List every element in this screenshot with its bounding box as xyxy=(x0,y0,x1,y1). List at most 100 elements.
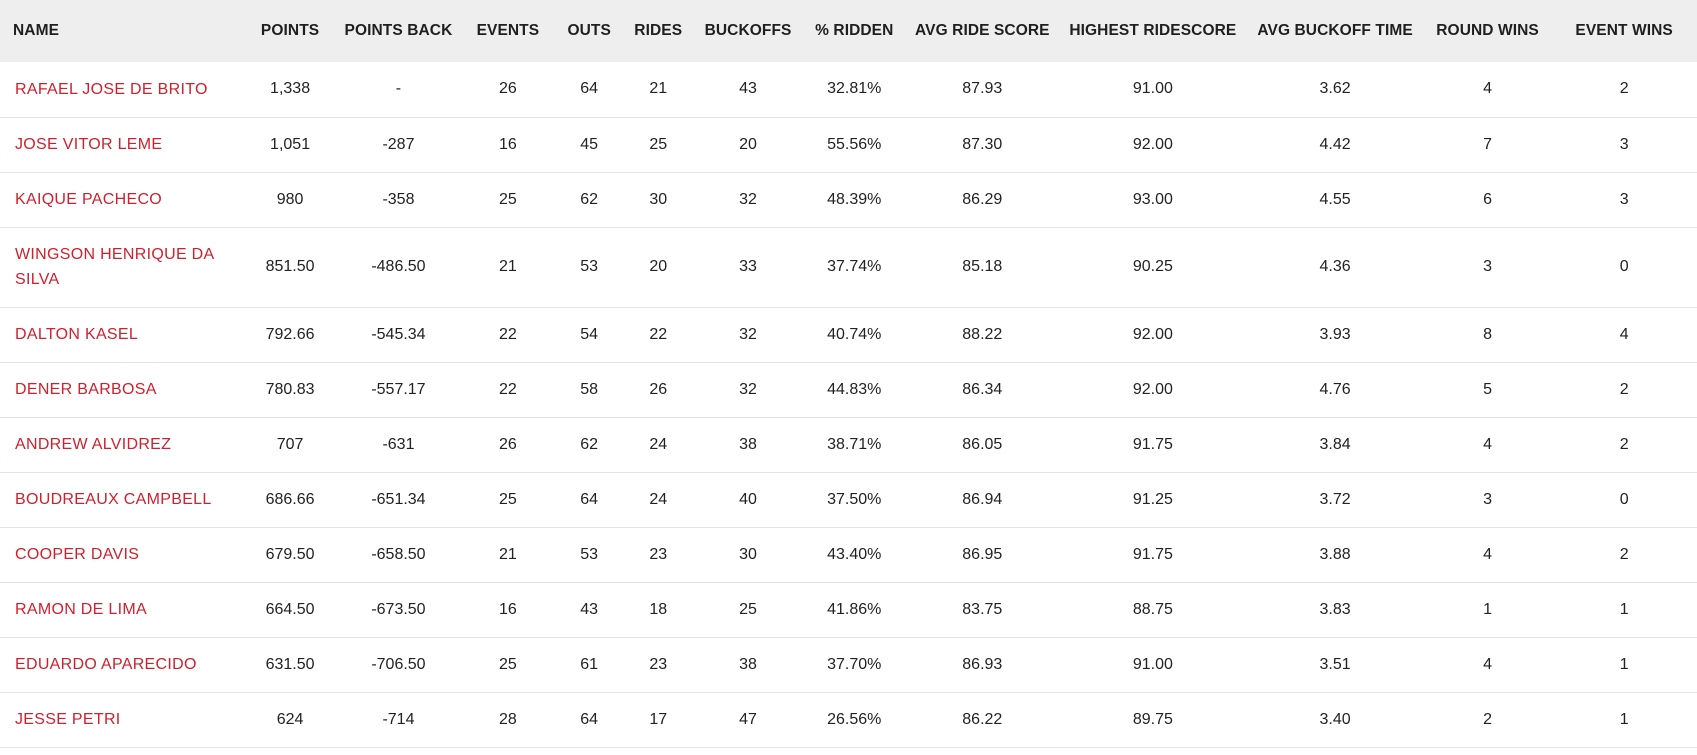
rider-name-link[interactable]: JESSE PETRI xyxy=(15,711,121,728)
highest-ridescore-cell: 88.75 xyxy=(1059,582,1247,638)
header-round-wins[interactable]: ROUND WINS xyxy=(1436,22,1539,39)
points-back-cell: -658.50 xyxy=(335,527,462,583)
rides-cell: 18 xyxy=(623,582,693,638)
rider-name-link[interactable]: KAIQUE PACHECO xyxy=(15,191,163,208)
avg-ride-score-cell: 86.34 xyxy=(905,362,1060,418)
buckoffs-cell: 43 xyxy=(692,62,804,118)
rides-cell: 20 xyxy=(623,227,693,308)
table-row: ANDREW ALVIDREZ 707 -631 26 62 24 38 38.71% 86.0… xyxy=(0,417,1697,473)
event-wins-cell: 2 xyxy=(1551,417,1697,473)
avg-buckoff-time-cell: 4.42 xyxy=(1246,117,1424,173)
events-cell: 26 xyxy=(461,417,555,473)
points-cell: 780.83 xyxy=(244,362,336,418)
percent-ridden-cell: 26.56% xyxy=(803,692,906,748)
outs-cell: 53 xyxy=(554,527,624,583)
outs-cell: 54 xyxy=(554,307,624,363)
avg-ride-score-cell: 86.93 xyxy=(905,637,1060,693)
points-cell: 631.50 xyxy=(244,637,336,693)
header-outs[interactable]: OUTS xyxy=(567,22,611,39)
event-wins-cell: 1 xyxy=(1551,637,1697,693)
rider-name-link[interactable]: ANDREW ALVIDREZ xyxy=(15,436,172,453)
buckoffs-cell: 38 xyxy=(692,637,804,693)
events-cell: 16 xyxy=(461,582,555,638)
outs-cell: 64 xyxy=(554,692,624,748)
rides-cell: 25 xyxy=(623,117,693,173)
rides-cell: 26 xyxy=(623,362,693,418)
table-body: RAFAEL JOSE DE BRITO 1,338-26 64 21 43 32.81%… xyxy=(0,62,1697,748)
highest-ridescore-cell: 91.00 xyxy=(1059,637,1247,693)
rider-name-link[interactable]: BOUDREAUX CAMPBELL xyxy=(15,491,212,508)
outs-cell: 64 xyxy=(554,472,624,528)
header-percent-ridden[interactable]: % RIDDEN xyxy=(815,22,894,39)
rider-name: JESSE PETRI xyxy=(0,692,245,748)
rider-name-link[interactable]: WINGSON HENRIQUE DA SILVA xyxy=(15,246,214,288)
rides-cell: 24 xyxy=(623,417,693,473)
table-row: RAFAEL JOSE DE BRITO 1,338-26 64 21 43 32.81%… xyxy=(0,62,1697,118)
header-avg-buckoff-time[interactable]: AVG BUCKOFF TIME xyxy=(1257,22,1413,39)
buckoffs-cell: 32 xyxy=(692,307,804,363)
table-row: RAMON DE LIMA 664.50 -673.50 16 43 18 25 41.86%… xyxy=(0,582,1697,638)
header-highest-ridescore[interactable]: HIGHEST RIDESCORE xyxy=(1069,22,1237,39)
rider-name-link[interactable]: DALTON KASEL xyxy=(15,326,139,343)
buckoffs-cell: 38 xyxy=(692,417,804,473)
points-cell: 679.50 xyxy=(244,527,336,583)
avg-ride-score-cell: 86.94 xyxy=(905,472,1060,528)
points-back-cell: -545.34 xyxy=(335,307,462,363)
buckoffs-cell: 40 xyxy=(692,472,804,528)
rider-name-link[interactable]: RAMON DE LIMA xyxy=(15,601,147,618)
avg-buckoff-time-cell: 3.62 xyxy=(1246,62,1424,118)
points-cell: 851.50 xyxy=(244,227,336,308)
header-avg-ride-score[interactable]: AVG RIDE SCORE xyxy=(915,22,1050,39)
percent-ridden-cell: 43.40% xyxy=(803,527,906,583)
event-wins-cell: 2 xyxy=(1551,362,1697,418)
header-rides[interactable]: RIDES xyxy=(634,22,683,39)
round-wins-cell: 4 xyxy=(1423,637,1552,693)
avg-buckoff-time-cell: 4.55 xyxy=(1246,172,1424,228)
highest-ridescore-cell: 91.75 xyxy=(1059,527,1247,583)
rides-cell: 24 xyxy=(623,472,693,528)
highest-ridescore-cell: 92.00 xyxy=(1059,307,1247,363)
table-row: BOUDREAUX CAMPBELL 686.66 -651.34 25 64 24 40 3… xyxy=(0,472,1697,528)
points-cell: 664.50 xyxy=(244,582,336,638)
rider-name-link[interactable]: JOSE VITOR LEME xyxy=(15,136,163,153)
header-events[interactable]: EVENTS xyxy=(476,22,540,39)
percent-ridden-cell: 40.74% xyxy=(803,307,906,363)
percent-ridden-cell: 44.83% xyxy=(803,362,906,418)
header-points-back[interactable]: POINTS BACK xyxy=(344,22,453,39)
points-cell: 1,051 xyxy=(244,117,336,173)
rider-name-link[interactable]: RAFAEL JOSE DE BRITO xyxy=(15,80,208,98)
avg-ride-score-cell: 88.22 xyxy=(905,307,1060,363)
rider-name: KAIQUE PACHECO xyxy=(0,172,245,228)
points-back-cell: -714 xyxy=(335,692,462,748)
avg-ride-score-cell: 86.22 xyxy=(905,692,1060,748)
round-wins-cell: 5 xyxy=(1423,362,1552,418)
round-wins-cell: 6 xyxy=(1423,172,1552,228)
table-row: DENER BARBOSA 780.83 -557.17 22 58 26 32 44.83%… xyxy=(0,362,1697,418)
buckoffs-cell: 30 xyxy=(692,527,804,583)
points-back-cell: -651.34 xyxy=(335,472,462,528)
avg-ride-score-cell: 85.18 xyxy=(905,227,1060,308)
events-cell: 22 xyxy=(461,307,555,363)
rider-name-link[interactable]: EDUARDO APARECIDO xyxy=(15,656,197,673)
avg-ride-score-cell: 87.30 xyxy=(905,117,1060,173)
percent-ridden-cell: 38.71% xyxy=(803,417,906,473)
rider-name: JOSE VITOR LEME xyxy=(0,117,245,173)
points-back-cell: -287 xyxy=(335,117,462,173)
header-buckoffs[interactable]: BUCKOFFS xyxy=(704,22,792,39)
rider-name-link[interactable]: COOPER DAVIS xyxy=(15,546,140,563)
avg-buckoff-time-cell: 4.36 xyxy=(1246,227,1424,308)
round-wins-cell: 2 xyxy=(1423,692,1552,748)
buckoffs-cell: 32 xyxy=(692,362,804,418)
points-back-cell: - xyxy=(335,62,462,118)
avg-ride-score-cell: 83.75 xyxy=(905,582,1060,638)
header-event-wins[interactable]: EVENT WINS xyxy=(1575,22,1673,39)
header-points[interactable]: POINTS xyxy=(260,22,320,39)
points-cell: 792.66 xyxy=(244,307,336,363)
events-cell: 25 xyxy=(461,637,555,693)
header-name[interactable]: NAME xyxy=(13,22,60,39)
rider-name-link[interactable]: DENER BARBOSA xyxy=(15,381,157,398)
table-row: KAIQUE PACHECO 980 -358 25 62 30 32 48.39% 86.29… xyxy=(0,172,1697,228)
highest-ridescore-cell: 91.00 xyxy=(1059,62,1247,118)
outs-cell: 62 xyxy=(554,417,624,473)
rider-name: RAMON DE LIMA xyxy=(0,582,245,638)
